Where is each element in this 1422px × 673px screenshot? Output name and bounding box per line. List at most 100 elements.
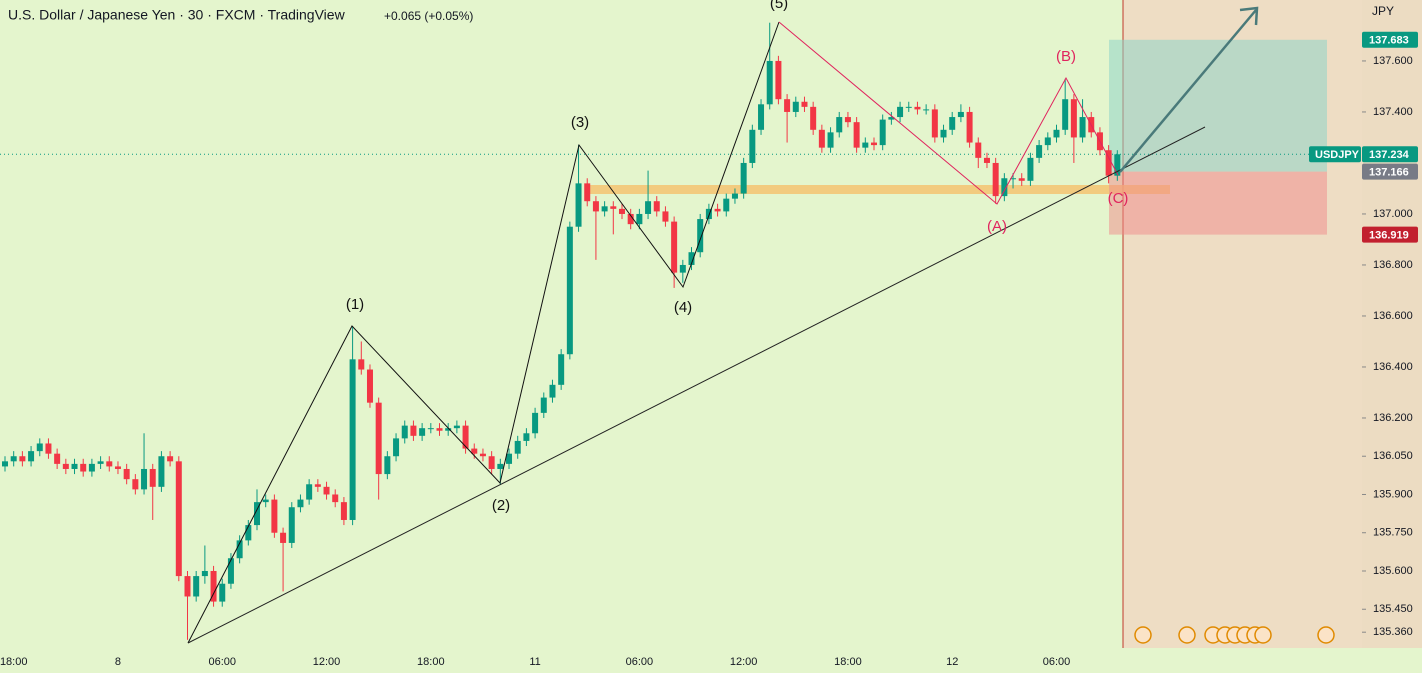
candle-body: [323, 486, 330, 495]
wave-label: (5): [770, 0, 788, 12]
stop-label-bg: [1362, 226, 1418, 243]
candle-body: [905, 106, 912, 108]
candle-body: [288, 507, 295, 543]
candle-body: [957, 111, 964, 118]
y-tick-label: 136.800: [1373, 259, 1413, 271]
candle-body: [427, 428, 434, 430]
candle-body: [818, 129, 825, 148]
candle-body: [497, 463, 504, 469]
candle-body: [167, 456, 174, 462]
y-tick-label: 135.450: [1373, 603, 1413, 615]
candle-body: [914, 106, 921, 110]
candle-body: [836, 117, 843, 133]
candle-body: [871, 142, 877, 146]
candle-body: [114, 466, 121, 469]
entry-label: 137.166: [1369, 167, 1409, 179]
x-tick-label: 12:00: [730, 656, 758, 668]
candle-body: [158, 456, 165, 487]
x-tick-label: 06:00: [208, 656, 236, 668]
x-tick-label: 8: [115, 656, 121, 668]
candle-body: [983, 157, 990, 163]
y-tick-label: 136.200: [1373, 412, 1413, 424]
candle-body: [827, 132, 834, 148]
target-label-bg: [1362, 31, 1418, 48]
candle-body: [123, 468, 130, 480]
x-tick-label: 18:00: [834, 656, 862, 668]
candle-body: [2, 461, 8, 467]
y-tick-label: 136.400: [1373, 361, 1413, 373]
x-tick-label: 12:00: [313, 656, 341, 668]
wave-label: (3): [571, 114, 589, 131]
x-tick-label: 06:00: [1043, 656, 1071, 668]
candle-body: [1053, 129, 1060, 138]
candle-body: [697, 219, 704, 253]
candle-body: [784, 99, 791, 112]
candle-body: [1001, 178, 1008, 197]
chart-title: U.S. Dollar / Japanese Yen · 30 · FXCM ·…: [8, 7, 346, 23]
candle-body: [627, 213, 634, 225]
profit-zone: [1109, 39, 1327, 172]
candle-body: [19, 456, 26, 462]
y-tick-label: 137.000: [1373, 208, 1413, 220]
impulse-wave: [187, 21, 780, 644]
candle-body: [801, 101, 808, 107]
correction-wave: [778, 21, 1119, 205]
wave-label: (1): [346, 296, 364, 313]
candle-body: [931, 109, 938, 138]
candle-body: [749, 129, 756, 163]
candle-body: [810, 106, 817, 130]
candle-body: [340, 502, 347, 520]
candle-body: [488, 456, 495, 469]
candle-body: [671, 221, 678, 273]
candle-body: [766, 60, 773, 105]
loss-zone: [1109, 171, 1327, 235]
candle-body: [80, 463, 87, 472]
candle-body: [653, 201, 660, 212]
candle-body: [384, 456, 391, 475]
y-tick-label: 137.600: [1373, 55, 1413, 67]
x-tick-label: 11: [529, 656, 540, 668]
candle-body: [419, 428, 426, 436]
y-tick-label: 135.600: [1373, 565, 1413, 577]
candle-body: [1062, 99, 1069, 130]
x-tick-label: 18:00: [417, 656, 445, 668]
candle-body: [923, 109, 930, 111]
candle-body: [106, 461, 113, 467]
candle-body: [636, 213, 643, 225]
candle-body: [610, 206, 617, 209]
event-icons: [1134, 626, 1335, 644]
symbol-tag-bg: [1309, 146, 1361, 163]
last-price-label-bg: [1362, 146, 1418, 163]
candle-body: [479, 453, 486, 457]
candle-body: [1044, 137, 1051, 146]
candle-body: [88, 463, 95, 472]
candle-body: [132, 479, 139, 490]
candle-body: [992, 162, 999, 197]
candle-body: [645, 201, 652, 214]
candle-body: [358, 359, 365, 370]
candle-body: [271, 499, 278, 533]
candle-body: [245, 525, 252, 541]
candle-body: [853, 122, 860, 148]
candle-body: [453, 425, 460, 429]
candle-body: [71, 463, 78, 469]
candle-body: [1105, 150, 1112, 176]
candle-body: [471, 448, 478, 454]
last-price-label: 137.234: [1369, 149, 1410, 161]
candle-body: [740, 162, 747, 194]
candle-body: [462, 425, 469, 449]
candle-body: [584, 183, 591, 202]
price-change: +0.065 (+0.05%): [384, 9, 473, 23]
trend-line: [187, 126, 1206, 644]
candle-body: [1036, 145, 1043, 158]
candle-body: [332, 494, 339, 503]
candle-body: [36, 443, 43, 452]
candle-body: [1027, 157, 1034, 181]
y-tick-label: 135.900: [1373, 488, 1413, 500]
candle-body: [714, 208, 721, 212]
candle-body: [975, 142, 982, 158]
candle-body: [314, 484, 321, 487]
candle-body: [62, 463, 69, 469]
candle-body: [540, 397, 547, 413]
